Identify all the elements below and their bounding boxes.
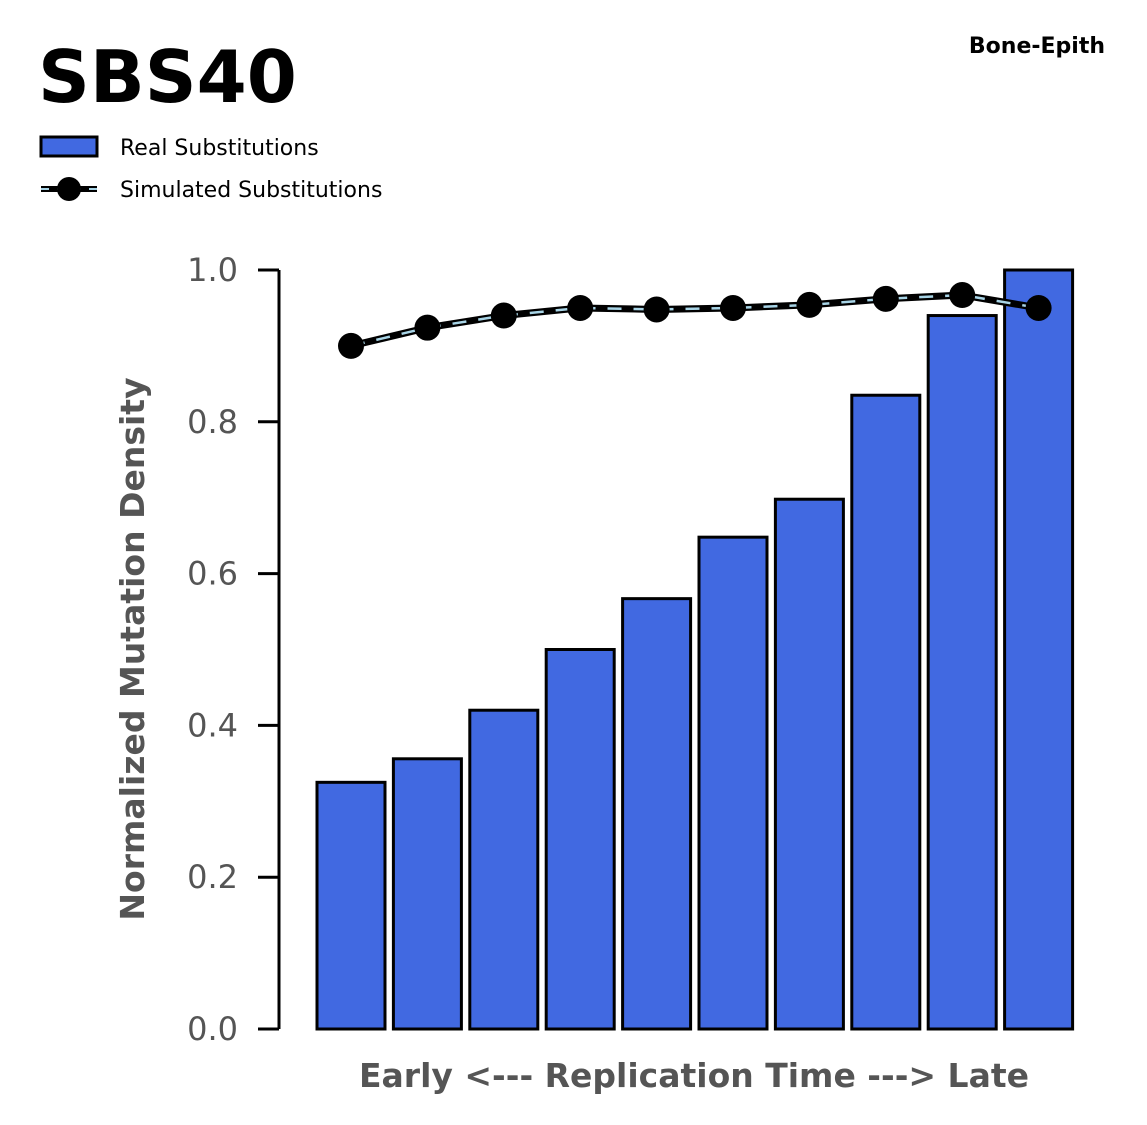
simulated-line <box>338 282 1052 359</box>
y-axis-label: Normalized Mutation Density <box>113 377 152 920</box>
legend-label-simulated: Simulated Substitutions <box>120 178 382 203</box>
simulated-line-dash <box>350 293 1039 348</box>
y-tick-label: 1.0 <box>187 251 238 289</box>
bar <box>850 393 922 1031</box>
simulated-point <box>720 294 746 321</box>
y-tick-label: 0.4 <box>187 706 238 744</box>
chart-subtitle: Bone-Epith <box>969 34 1105 59</box>
simulated-point <box>643 296 670 323</box>
bar <box>315 780 387 1031</box>
bar <box>544 648 616 1031</box>
simulated-point <box>338 332 364 359</box>
y-tick-label: 0.2 <box>187 858 238 896</box>
simulated-point <box>414 314 441 341</box>
y-tick-label: 0.6 <box>187 555 238 593</box>
chart-title: SBS40 <box>38 35 297 119</box>
simulated-point <box>796 291 823 318</box>
simulated-point <box>1025 294 1052 321</box>
simulated-point <box>567 294 594 321</box>
simulated-point <box>949 282 976 309</box>
legend: Real Substitutions Simulated Substitutio… <box>39 135 382 203</box>
bar <box>621 597 693 1031</box>
bar <box>391 757 463 1031</box>
legend-marker <box>57 177 81 201</box>
bar <box>926 314 998 1031</box>
bar <box>468 708 540 1031</box>
bar <box>1003 268 1075 1031</box>
simulated-point <box>872 285 899 312</box>
y-axis-ticks: 0.0 0.2 0.4 0.6 0.8 1.0 <box>187 251 279 1048</box>
simulated-point <box>490 302 517 329</box>
bar <box>773 497 845 1031</box>
legend-bar-swatch <box>39 135 99 158</box>
y-tick-label: 0.8 <box>187 403 238 441</box>
legend-label-real: Real Substitutions <box>120 136 319 161</box>
x-axis-label: Early <--- Replication Time ---> Late <box>359 1056 1029 1095</box>
y-tick-label: 0.0 <box>187 1010 238 1048</box>
bar <box>697 535 769 1031</box>
bars <box>315 268 1075 1031</box>
